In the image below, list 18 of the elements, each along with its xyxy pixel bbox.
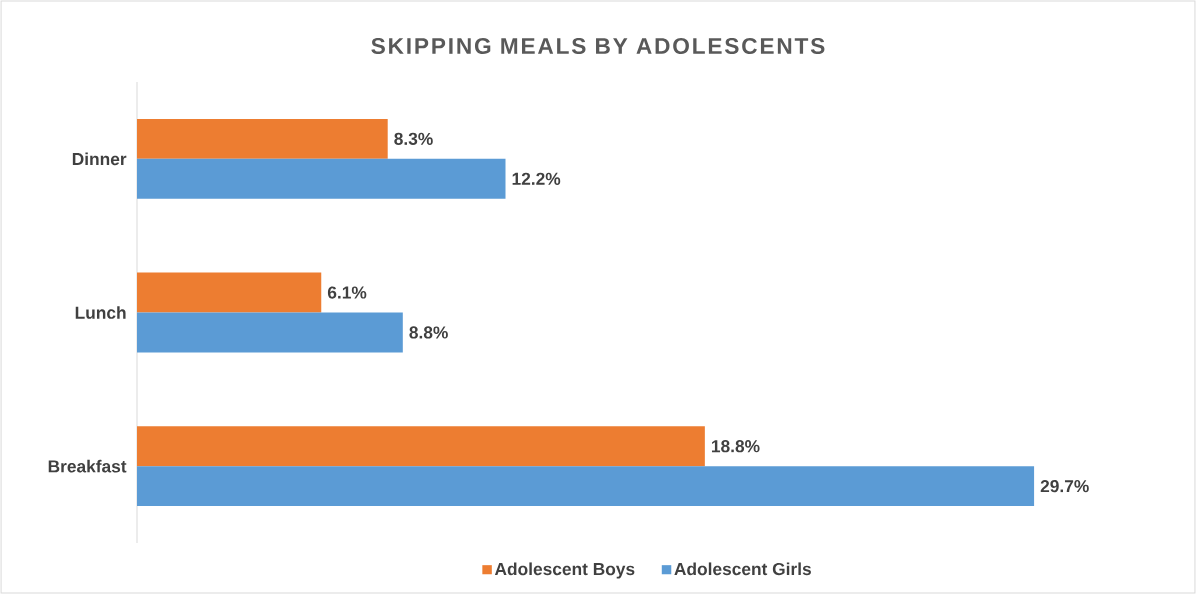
data-label: 18.8% [711, 440, 760, 453]
y-tick-label: Lunch [75, 306, 126, 319]
y-tick-label: Dinner [72, 152, 127, 166]
data-label: 8.3% [394, 132, 433, 145]
bar [137, 158, 506, 199]
bar [137, 466, 1035, 507]
y-tick-label: Breakfast [48, 459, 127, 473]
data-label: 8.8% [409, 326, 448, 339]
bar [137, 272, 322, 313]
legend-label: Adolescent Boys [494, 562, 635, 579]
chart-title: SKIPPING MEALS BY ADOLESCENTS [371, 37, 825, 55]
bar [137, 312, 403, 353]
data-label: 12.2% [512, 172, 561, 185]
legend-label: Adolescent Girls [674, 562, 811, 576]
data-label: 6.1% [327, 286, 367, 299]
bar [137, 118, 388, 159]
bar [137, 426, 705, 467]
data-label: 29.7% [1040, 480, 1089, 493]
